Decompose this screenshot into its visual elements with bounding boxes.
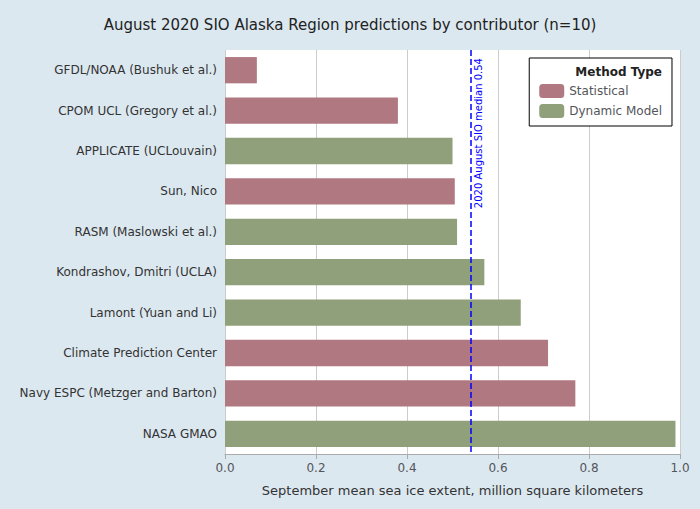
svg-text:September mean sea ice extent,: September mean sea ice extent, million s…: [262, 483, 644, 498]
svg-text:2020 August SIO median 0.54: 2020 August SIO median 0.54: [473, 58, 484, 208]
svg-text:Sun, Nico: Sun, Nico: [160, 184, 217, 198]
svg-text:Kondrashov, Dmitri (UCLA): Kondrashov, Dmitri (UCLA): [56, 265, 217, 279]
svg-text:Navy ESPC (Metzger and Barton): Navy ESPC (Metzger and Barton): [20, 386, 217, 400]
svg-text:Lamont (Yuan and Li): Lamont (Yuan and Li): [90, 306, 217, 320]
svg-text:0.6: 0.6: [488, 461, 507, 475]
svg-text:Climate Prediction Center: Climate Prediction Center: [63, 346, 217, 360]
svg-text:NASA GMAO: NASA GMAO: [143, 427, 217, 441]
svg-text:Method Type: Method Type: [575, 65, 662, 79]
svg-text:August 2020 SIO Alaska Region: August 2020 SIO Alaska Region prediction…: [104, 16, 597, 34]
svg-text:0.2: 0.2: [306, 461, 325, 475]
svg-text:APPLICATE (UCLouvain): APPLICATE (UCLouvain): [76, 144, 217, 158]
svg-text:Statistical: Statistical: [569, 84, 628, 98]
svg-text:Dynamic Model: Dynamic Model: [569, 104, 662, 118]
svg-text:0.0: 0.0: [215, 461, 234, 475]
svg-text:0.8: 0.8: [579, 461, 598, 475]
svg-text:RASM (Maslowski et al.): RASM (Maslowski et al.): [75, 225, 217, 239]
svg-text:GFDL/NOAA (Bushuk et al.): GFDL/NOAA (Bushuk et al.): [54, 63, 217, 77]
svg-text:CPOM UCL (Gregory et al.): CPOM UCL (Gregory et al.): [58, 104, 217, 118]
svg-text:1.0: 1.0: [670, 461, 689, 475]
svg-text:0.4: 0.4: [397, 461, 416, 475]
